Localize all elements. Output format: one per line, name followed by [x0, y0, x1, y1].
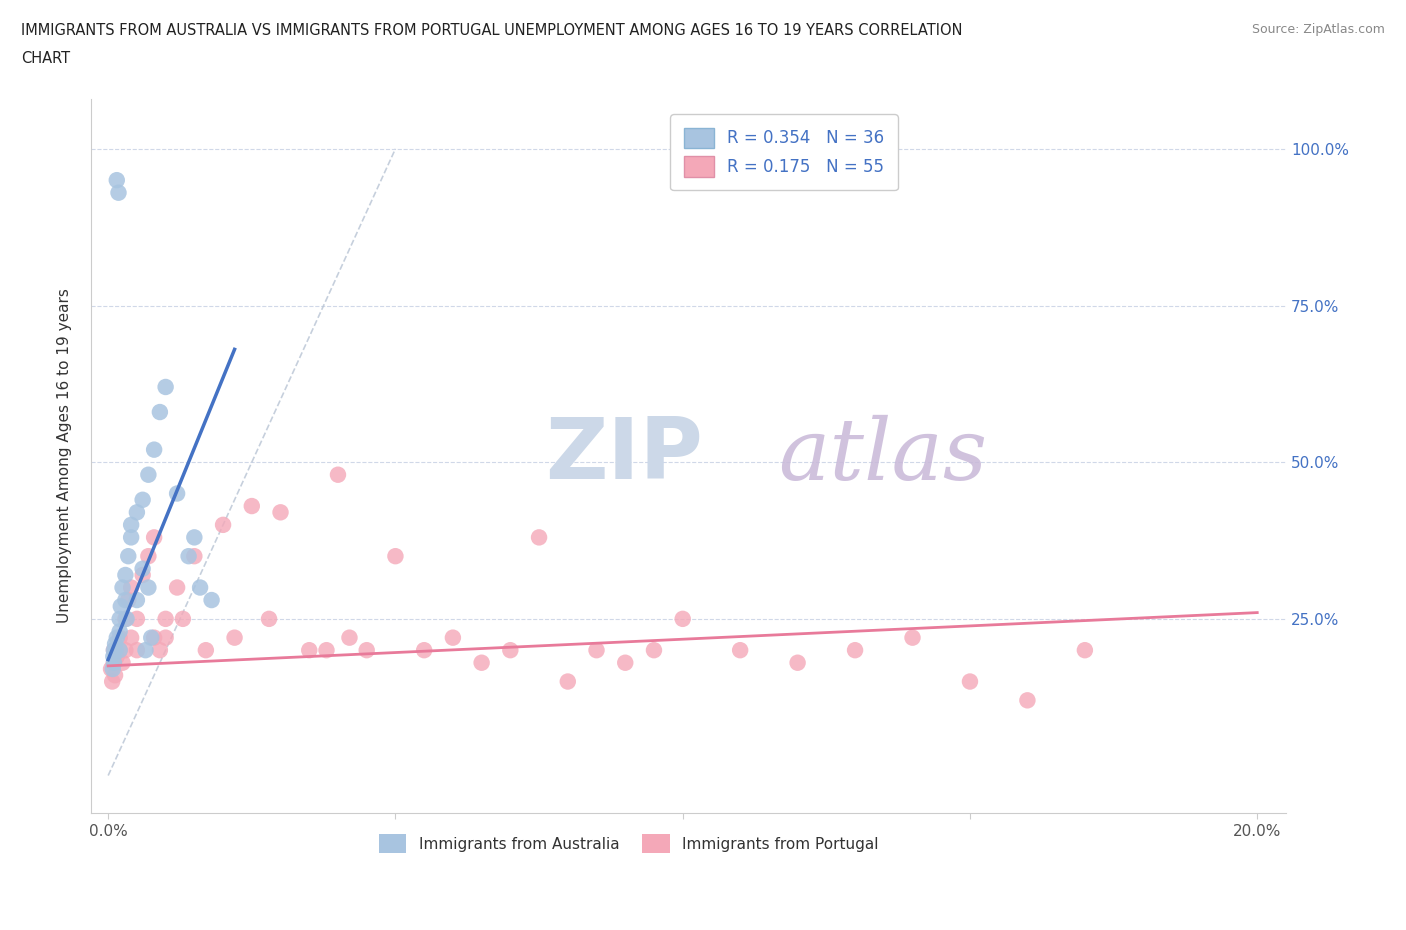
Point: [155, 611, 177, 626]
Point: [138, 467, 160, 482]
Point: [188, 580, 211, 595]
Point: [143, 442, 166, 457]
Point: [103, 643, 125, 658]
Point: [149, 643, 172, 658]
Point: [111, 656, 134, 671]
Point: [1074, 643, 1097, 658]
Point: [114, 611, 136, 626]
Point: [104, 636, 127, 651]
Point: [114, 567, 136, 582]
Text: IMMIGRANTS FROM AUSTRALIA VS IMMIGRANTS FROM PORTUGAL UNEMPLOYMENT AMONG AGES 16: IMMIGRANTS FROM AUSTRALIA VS IMMIGRANTS …: [21, 23, 963, 38]
Point: [125, 611, 148, 626]
Point: [557, 674, 579, 689]
Point: [224, 631, 246, 645]
Point: [120, 517, 142, 532]
Point: [240, 498, 263, 513]
Y-axis label: Unemployment Among Ages 16 to 19 years: Unemployment Among Ages 16 to 19 years: [58, 288, 72, 623]
Point: [143, 631, 166, 645]
Point: [155, 379, 177, 394]
Point: [844, 643, 866, 658]
Point: [441, 631, 464, 645]
Point: [105, 173, 128, 188]
Text: Source: ZipAtlas.com: Source: ZipAtlas.com: [1251, 23, 1385, 36]
Point: [413, 643, 436, 658]
Point: [103, 656, 125, 671]
Point: [114, 592, 136, 607]
Point: [120, 631, 142, 645]
Point: [103, 656, 125, 671]
Point: [1017, 693, 1039, 708]
Point: [138, 549, 160, 564]
Point: [103, 643, 125, 658]
Point: [120, 530, 142, 545]
Point: [117, 549, 139, 564]
Point: [108, 643, 131, 658]
Point: [212, 517, 235, 532]
Point: [901, 631, 924, 645]
Point: [108, 643, 131, 658]
Point: [114, 643, 136, 658]
Point: [143, 530, 166, 545]
Point: [108, 624, 131, 639]
Point: [125, 643, 148, 658]
Point: [110, 599, 132, 614]
Point: [326, 467, 349, 482]
Point: [200, 592, 222, 607]
Point: [131, 567, 153, 582]
Point: [183, 530, 205, 545]
Point: [131, 492, 153, 507]
Point: [108, 631, 131, 645]
Point: [728, 643, 751, 658]
Text: atlas: atlas: [778, 415, 987, 498]
Point: [103, 649, 125, 664]
Point: [104, 668, 127, 683]
Point: [339, 631, 361, 645]
Point: [315, 643, 337, 658]
Point: [356, 643, 378, 658]
Point: [111, 580, 134, 595]
Text: ZIP: ZIP: [546, 415, 703, 498]
Point: [105, 649, 128, 664]
Point: [172, 611, 194, 626]
Point: [108, 611, 131, 626]
Point: [183, 549, 205, 564]
Point: [959, 674, 981, 689]
Point: [115, 611, 138, 626]
Point: [131, 562, 153, 577]
Text: CHART: CHART: [21, 51, 70, 66]
Point: [155, 631, 177, 645]
Point: [471, 656, 494, 671]
Point: [105, 631, 128, 645]
Point: [672, 611, 695, 626]
Point: [166, 486, 188, 501]
Point: [194, 643, 217, 658]
Point: [104, 643, 127, 658]
Point: [107, 185, 129, 200]
Point: [166, 580, 188, 595]
Point: [585, 643, 607, 658]
Point: [125, 505, 148, 520]
Point: [149, 405, 172, 419]
Legend: Immigrants from Australia, Immigrants from Portugal: Immigrants from Australia, Immigrants fr…: [373, 829, 884, 859]
Point: [270, 505, 292, 520]
Point: [101, 674, 124, 689]
Point: [117, 592, 139, 607]
Point: [120, 580, 142, 595]
Point: [298, 643, 321, 658]
Point: [101, 661, 124, 676]
Point: [499, 643, 522, 658]
Point: [614, 656, 637, 671]
Point: [384, 549, 406, 564]
Point: [134, 643, 156, 658]
Point: [643, 643, 665, 658]
Point: [138, 580, 160, 595]
Point: [257, 611, 280, 626]
Point: [177, 549, 200, 564]
Point: [141, 631, 163, 645]
Point: [100, 661, 122, 676]
Point: [527, 530, 550, 545]
Point: [786, 656, 808, 671]
Point: [125, 592, 148, 607]
